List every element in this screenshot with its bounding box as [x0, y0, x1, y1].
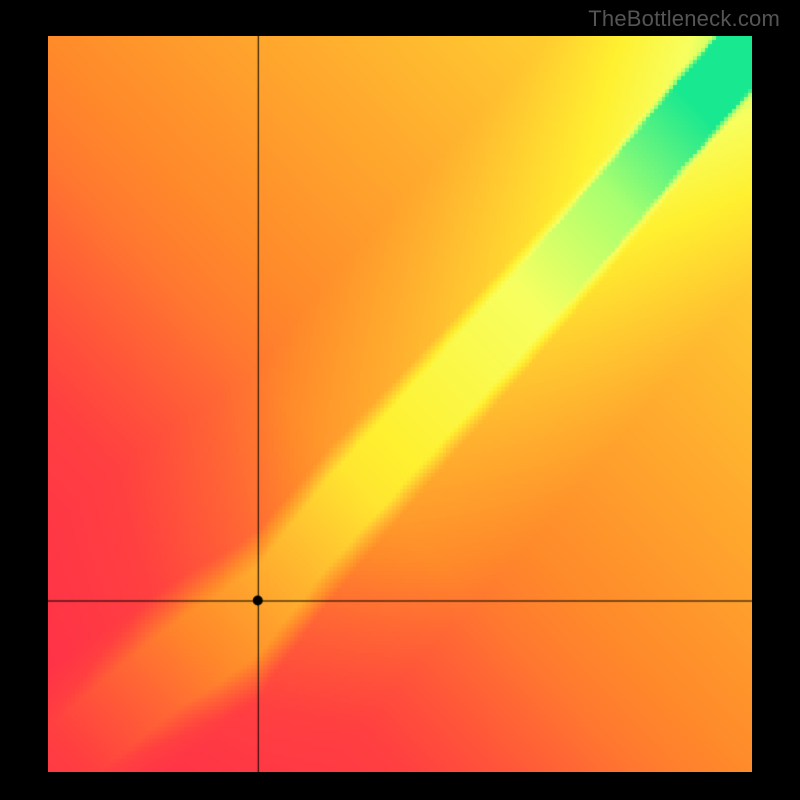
bottleneck-heatmap	[48, 36, 752, 772]
watermark-text: TheBottleneck.com	[588, 6, 780, 32]
outer-frame: TheBottleneck.com	[0, 0, 800, 800]
